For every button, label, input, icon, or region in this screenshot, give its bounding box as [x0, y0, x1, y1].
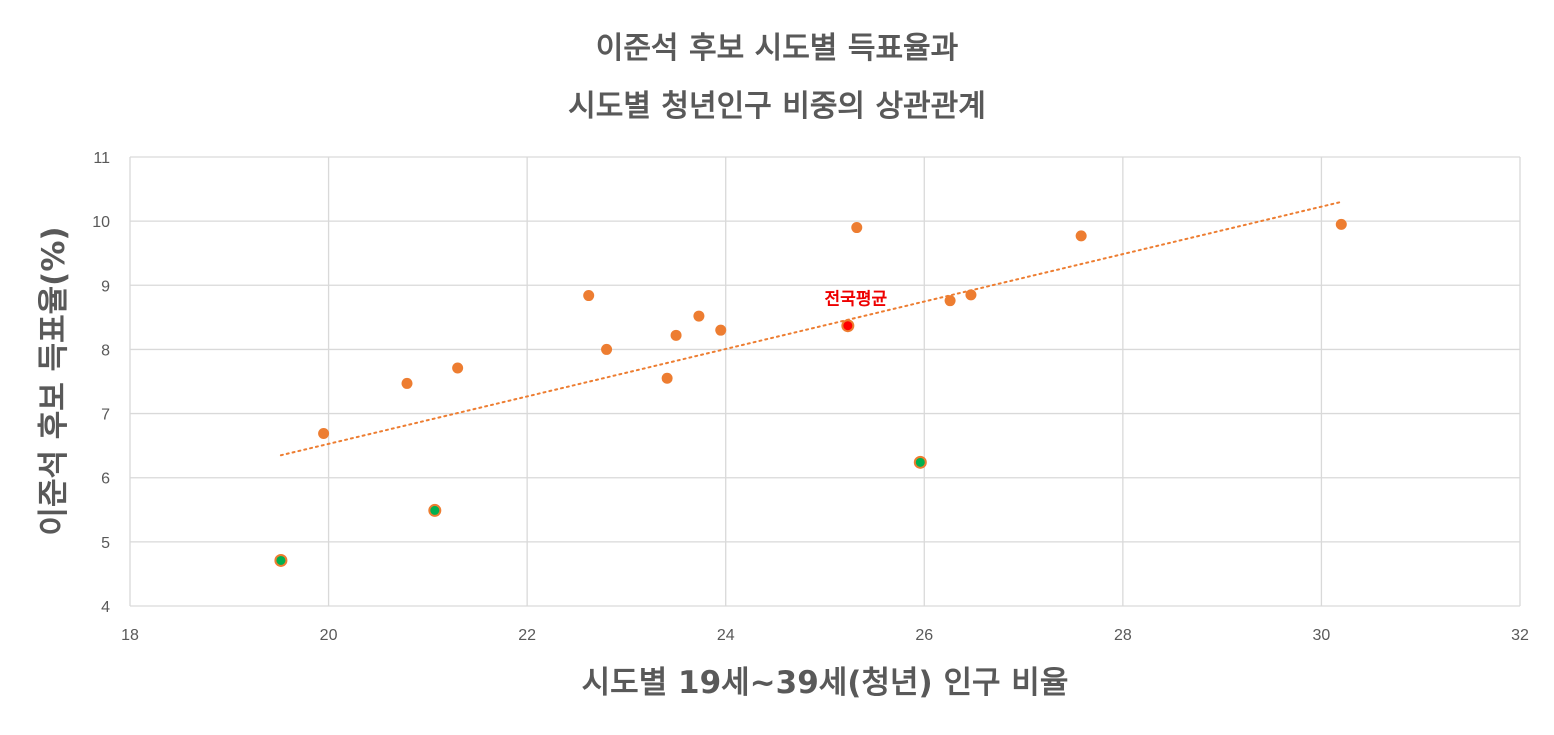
data-point [670, 329, 682, 341]
y-tick-label: 7 [101, 407, 110, 424]
axes: 18 20 22 24 26 28 30 32 4 5 6 7 8 9 10 11 [92, 150, 1529, 644]
data-point [452, 362, 464, 374]
x-tick-label: 32 [1511, 627, 1529, 644]
data-point [851, 222, 863, 234]
y-axis-title: 이준석 후보 득표율(%) [36, 226, 72, 535]
x-tick-label: 18 [121, 627, 139, 644]
data-points [274, 218, 1347, 567]
y-tick-label: 5 [101, 535, 110, 552]
highlighted-data-point [428, 503, 442, 517]
average-data-point [841, 319, 855, 333]
y-tick-label: 9 [101, 278, 110, 295]
data-point [715, 324, 727, 336]
data-point [661, 372, 673, 384]
chart-title-line-1: 이준석 후보 시도별 득표율과 [596, 31, 959, 66]
trendline-group [279, 200, 1343, 457]
highlighted-data-point [274, 553, 288, 567]
annotations: 전국평균 [825, 290, 888, 310]
grid-lines [129, 156, 1521, 607]
x-tick-label: 22 [518, 627, 536, 644]
y-tick-label: 6 [101, 471, 110, 488]
x-tick-label: 20 [320, 627, 338, 644]
highlighted-data-point [913, 455, 927, 469]
x-axis-title: 시도별 19세~39세(청년) 인구 비율 [582, 665, 1069, 701]
trendline [279, 200, 1343, 457]
x-tick-label: 30 [1313, 627, 1331, 644]
average-point-label: 전국평균 [825, 290, 888, 310]
data-point [318, 427, 330, 439]
data-point [965, 289, 977, 301]
data-point [401, 377, 413, 389]
data-point [583, 290, 595, 302]
y-tick-label: 8 [101, 342, 110, 359]
data-point [944, 295, 956, 307]
data-point [693, 310, 705, 322]
data-point [1075, 230, 1087, 242]
x-tick-label: 28 [1114, 627, 1132, 644]
chart-title-line-2: 시도별 청년인구 비중의 상관관계 [568, 89, 986, 124]
y-tick-label: 10 [92, 214, 110, 231]
data-point [601, 343, 613, 355]
x-tick-label: 24 [717, 627, 735, 644]
y-tick-label: 4 [101, 599, 110, 616]
data-point [1335, 218, 1347, 230]
y-tick-label: 11 [93, 150, 110, 167]
x-tick-label: 26 [915, 627, 933, 644]
